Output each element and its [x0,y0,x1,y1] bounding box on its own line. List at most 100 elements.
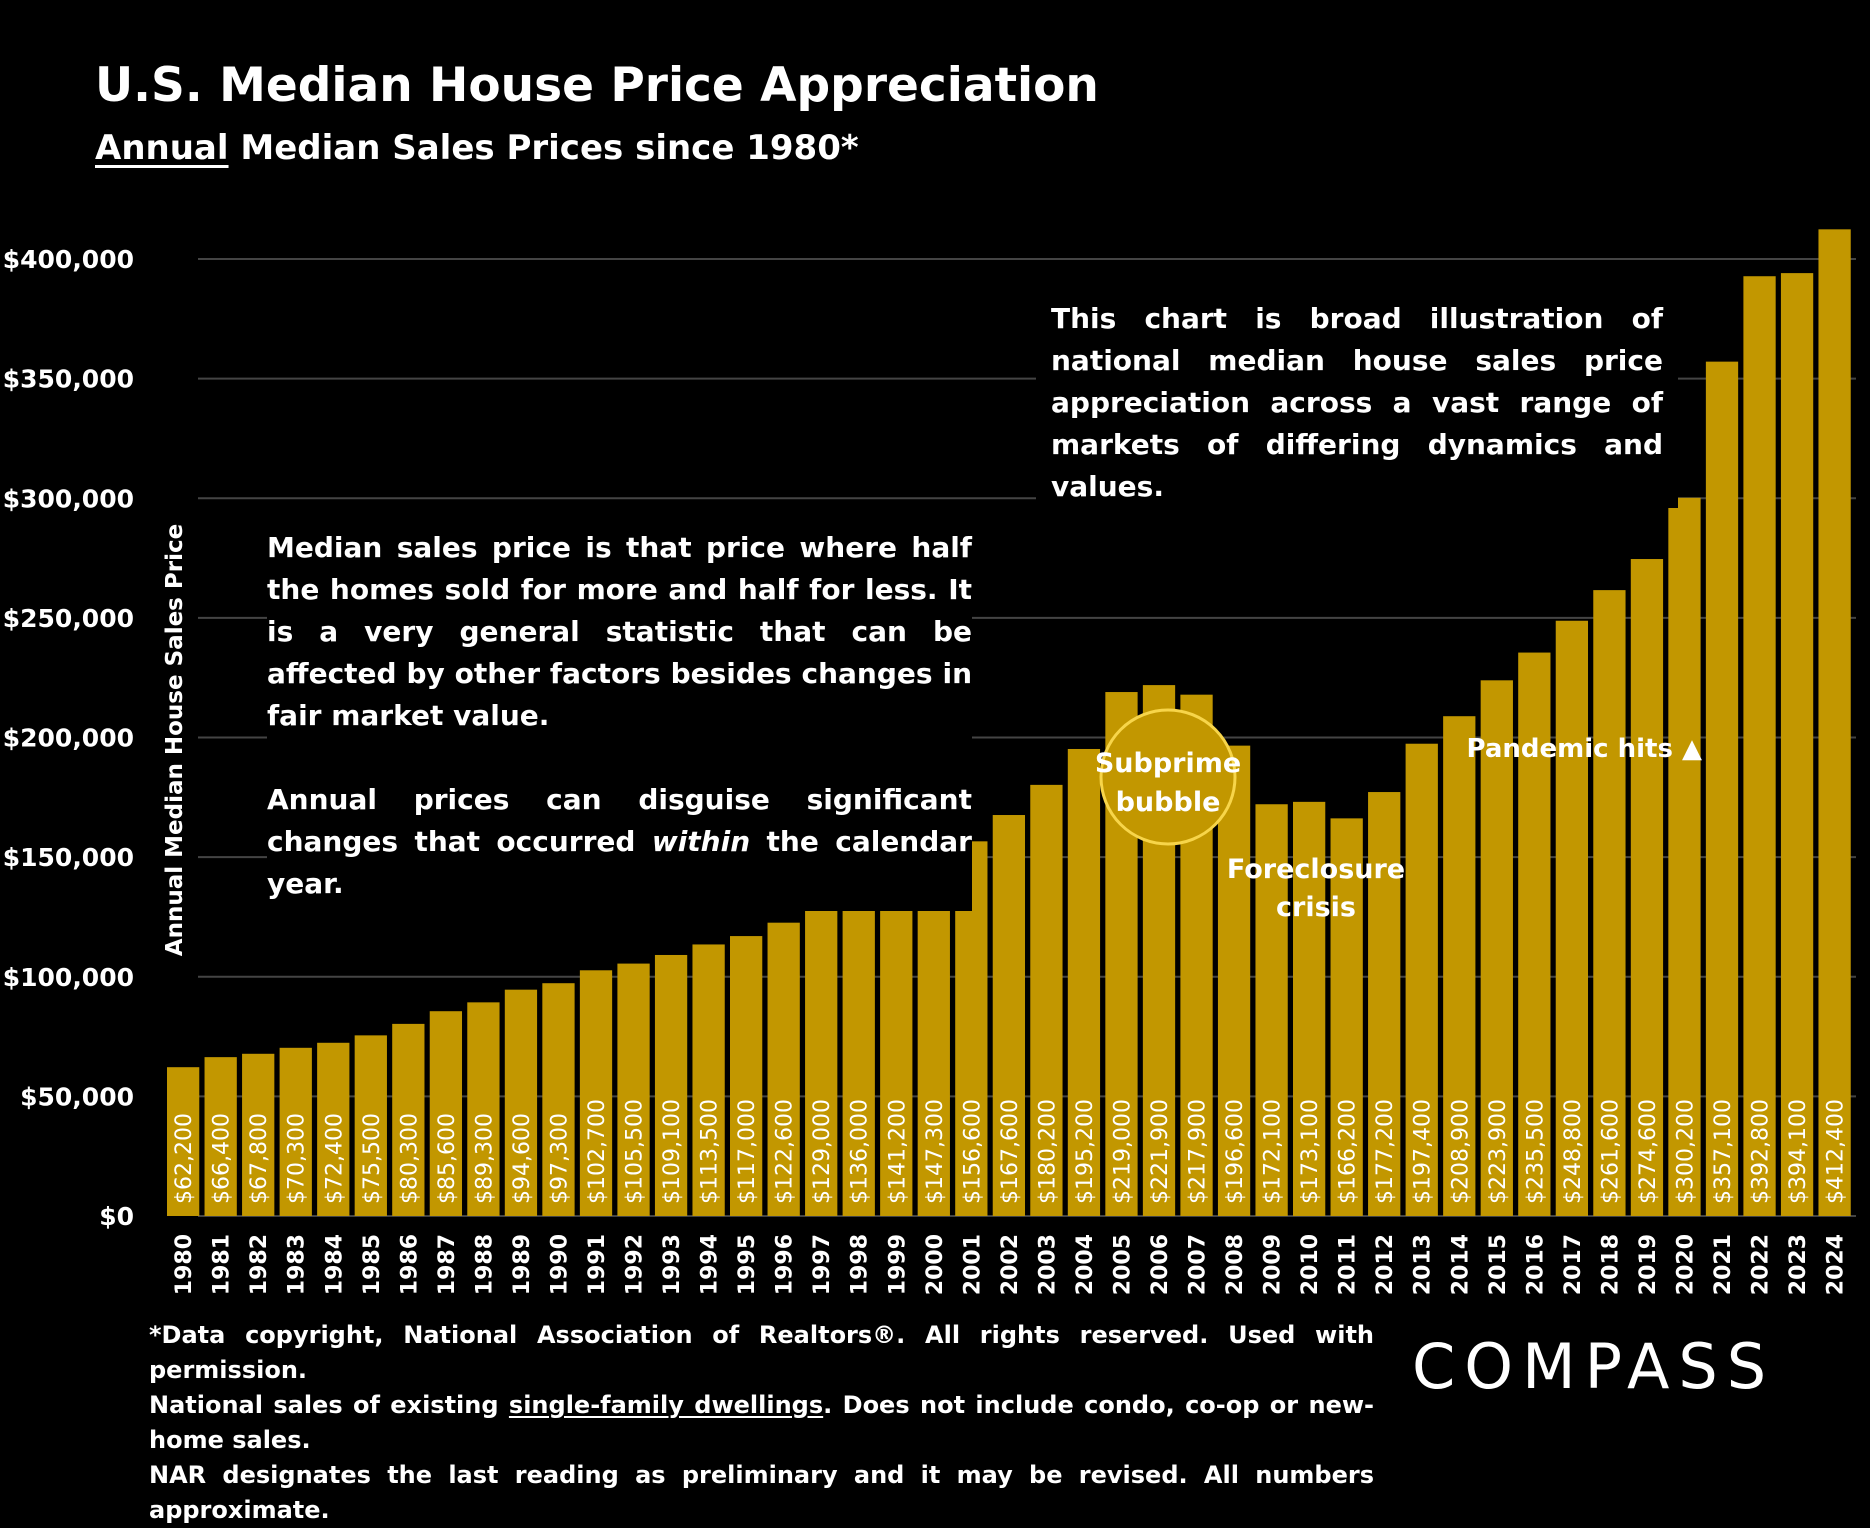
bar-1988 [467,1002,500,1216]
note-emphasis: within [651,825,751,858]
bar-value-label: $196,600 [1223,1099,1248,1204]
bar-1993 [654,954,688,1216]
x-tick-label: 1996 [773,1234,798,1295]
bar-1996 [767,922,800,1216]
annotation-foreclosure: crisis [1276,892,1356,923]
x-tick-label: 2018 [1598,1234,1623,1295]
annotation-foreclosure: Foreclosure [1227,854,1405,885]
bar-value-label: $217,900 [1186,1099,1211,1204]
x-tick-label: 2006 [1148,1234,1173,1295]
bar-value-label: $167,600 [998,1099,1023,1204]
x-tick-label: 2000 [923,1234,948,1295]
compass-logo: COMPASS [1412,1330,1776,1403]
bar-1995 [730,936,763,1216]
x-tick-label: 1983 [285,1234,310,1295]
bar-value-label: $62,200 [172,1113,197,1204]
x-tick-label: 2021 [1711,1234,1736,1295]
bar-2015 [1480,680,1513,1216]
bar-value-label: $235,500 [1523,1099,1548,1204]
bar-2016 [1518,652,1551,1216]
x-tick-label: 2013 [1411,1234,1436,1295]
bar-value-label: $122,600 [773,1099,798,1204]
bar-value-label: $141,200 [885,1099,910,1204]
bar-value-label: $208,900 [1448,1099,1473,1204]
bar-value-label: $113,500 [698,1099,723,1204]
x-tick-label: 1984 [322,1234,347,1295]
bar-value-label: $70,300 [285,1113,310,1204]
bar-2017 [1555,620,1589,1216]
bar-value-label: $195,200 [1073,1099,1098,1204]
y-tick-label: $300,000 [3,484,134,513]
bar-value-label: $177,200 [1373,1099,1398,1204]
bar-2010 [1293,801,1326,1216]
note-broad-illustration: This chart is broad illustration of nati… [1036,298,1678,508]
bar-value-label: $219,000 [1110,1099,1135,1204]
x-tick-label: 1994 [698,1234,723,1295]
y-tick-label: $350,000 [3,365,134,394]
y-tick-label: $200,000 [3,724,134,753]
x-tick-label: 2002 [998,1234,1023,1295]
y-tick-label: $400,000 [3,245,134,274]
page-title: U.S. Median House Price Appreciation [95,58,1099,113]
bar-2023 [1780,273,1814,1217]
bar-2011 [1330,818,1363,1216]
bar-value-label: $117,000 [735,1099,760,1204]
bar-value-label: $197,400 [1411,1099,1436,1204]
x-tick-label: 1992 [623,1234,648,1295]
bar-1997 [805,907,838,1216]
footer-line-2: National sales of existing single-family… [149,1388,1374,1458]
bar-value-label: $102,700 [585,1099,610,1204]
bar-2022 [1743,276,1776,1216]
bar-value-label: $412,400 [1824,1099,1849,1204]
y-tick-label: $250,000 [3,604,134,633]
bar-1989 [504,989,538,1216]
bar-value-label: $166,200 [1336,1099,1361,1204]
bar-value-label: $67,800 [247,1113,272,1204]
note-paragraph-1: Median sales price is that price where h… [267,531,972,732]
bar-value-label: $97,300 [547,1113,572,1204]
bar-1984 [317,1042,350,1216]
x-tick-label: 2007 [1186,1234,1211,1295]
y-axis-title: Annual Median House Sales Price [162,524,188,956]
x-tick-label: 1999 [885,1234,910,1295]
bar-2002 [992,815,1026,1216]
bar-value-label: $221,900 [1148,1099,1173,1204]
annotation-pandemic: Pandemic hits ▲ [1467,734,1703,764]
bar-2012 [1368,792,1401,1216]
y-tick-label: $100,000 [3,963,134,992]
footer-underlined: single-family dwellings [508,1391,824,1419]
footer-text: National sales of existing [149,1391,509,1419]
bar-chart: $0 $50,000 $100,000 $150,000 $200,000 $250,00… [3,229,1856,1295]
x-tick-label: 1998 [848,1234,873,1295]
bar-2008 [1217,745,1251,1216]
x-tick-label: 1989 [510,1234,535,1295]
bar-value-label: $72,400 [322,1113,347,1204]
bar-value-label: $109,100 [660,1099,685,1204]
bar-value-label: $94,600 [510,1113,535,1204]
x-tick-label: 2016 [1523,1234,1548,1295]
bar-1992 [617,963,650,1216]
bar-value-label: $105,500 [623,1099,648,1204]
subprime-circle [1099,708,1237,846]
bar-value-label: $223,900 [1486,1099,1511,1204]
note-paragraph-2: Annual prices can disguise significant c… [267,779,972,905]
note-text: Annual prices can disguise significant c… [267,783,972,858]
x-tick-label: 2005 [1110,1234,1135,1295]
bar-value-label: $357,100 [1711,1099,1736,1204]
bar-2018 [1593,590,1626,1216]
bar-value-label: $66,400 [210,1113,235,1204]
x-tick-label: 2020 [1673,1234,1698,1295]
note-text: the calendar year. [267,825,972,900]
bar-value-label: $248,800 [1561,1099,1586,1204]
x-tick-label: 1990 [547,1234,572,1295]
bar-1980 [167,1067,200,1216]
bar-value-label: $136,000 [848,1099,873,1204]
bar-value-label: $274,600 [1636,1099,1661,1204]
x-tick-label: 2024 [1824,1234,1849,1295]
x-tick-label: 2023 [1786,1234,1811,1295]
x-tick-label: 2019 [1636,1234,1661,1295]
x-tick-label: 1991 [585,1234,610,1295]
bar-1982 [242,1053,275,1216]
bar-1991 [579,970,613,1216]
bar-2014 [1443,716,1476,1216]
